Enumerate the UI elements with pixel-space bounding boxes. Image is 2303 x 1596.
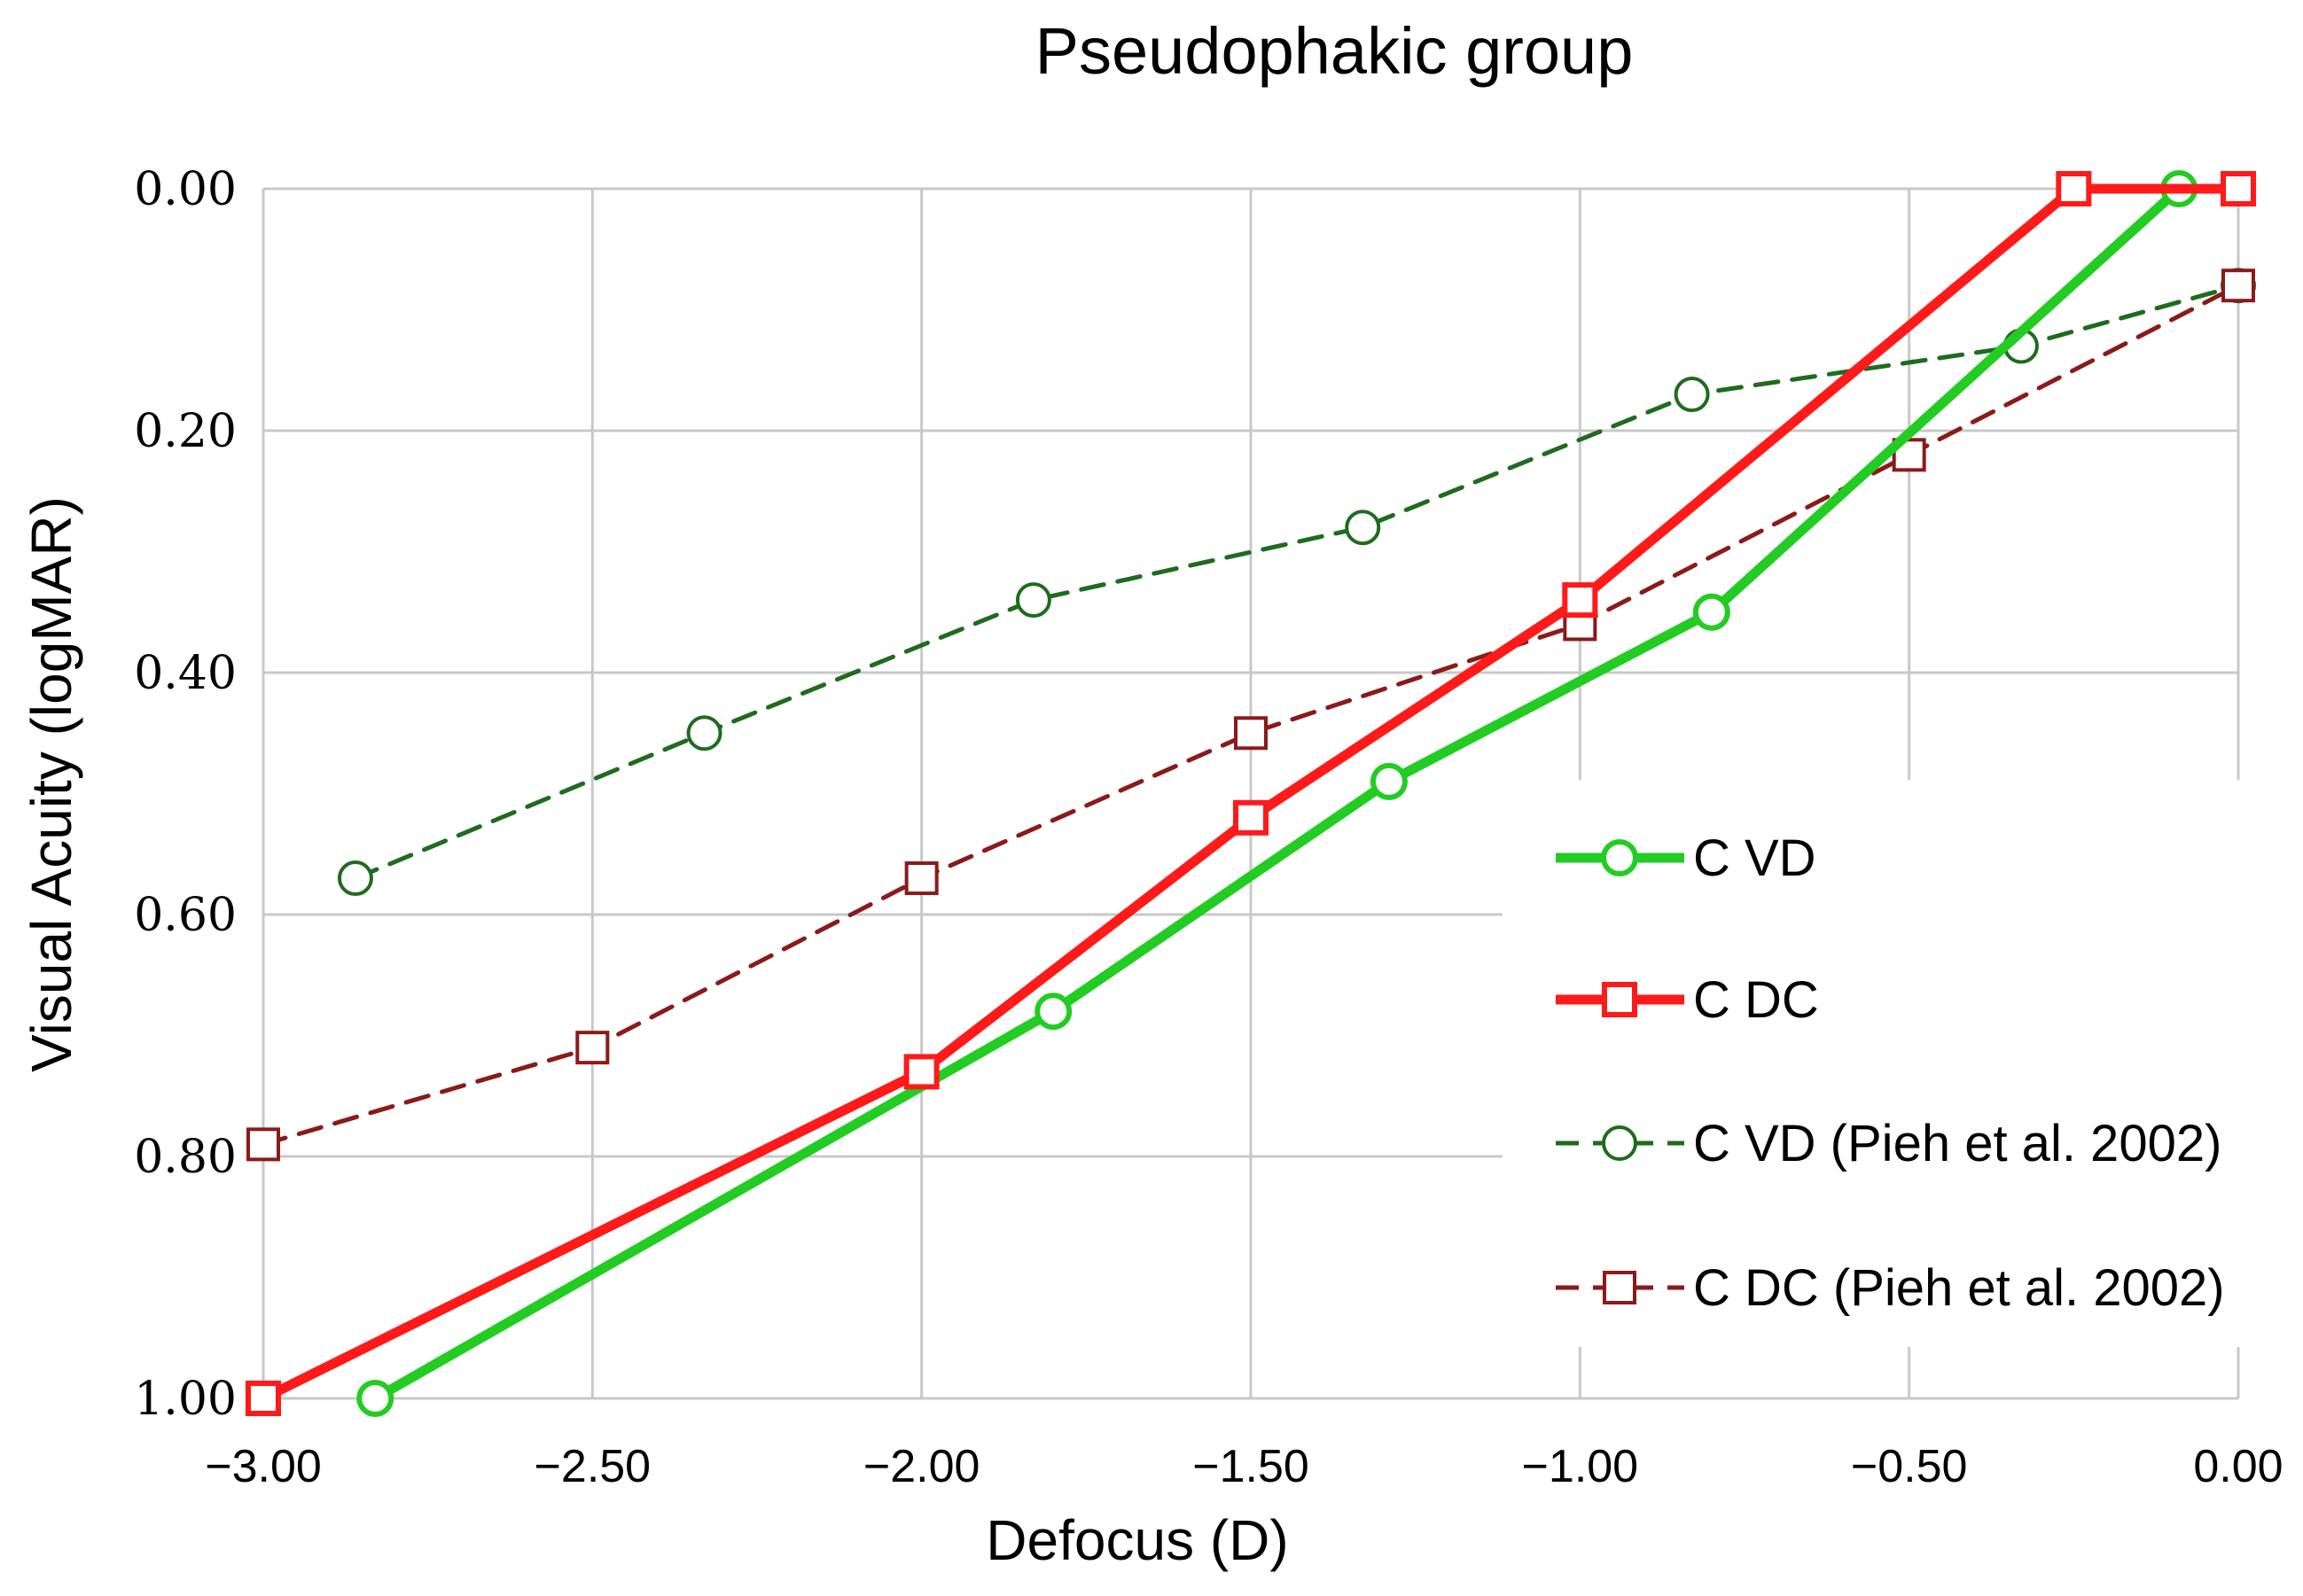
data-point (903, 1054, 940, 1090)
y-axis-title: Visual Acuity (logMAR) (20, 496, 83, 1072)
series-1 (246, 171, 2256, 1416)
data-point (1234, 716, 1268, 751)
x-tick-label: −3.00 (205, 1441, 322, 1492)
legend-marker (1601, 839, 1638, 876)
x-tick-label: −1.50 (1192, 1441, 1309, 1492)
x-axis-title: Defocus (D) (986, 1508, 1288, 1572)
data-point (1692, 593, 1730, 631)
legend: C VD C DC C VD (Pieh et al. 2002) C DC (Pie… (1503, 780, 2300, 1347)
data-point (1562, 582, 1598, 619)
data-point (1345, 510, 1381, 546)
x-tick-label: 0.00 (2193, 1441, 2283, 1492)
legend-background (1503, 780, 2300, 1347)
series-line (258, 183, 2244, 1404)
data-point (1674, 377, 1710, 413)
data-point (904, 861, 939, 896)
data-point (2056, 171, 2092, 206)
legend-label: C VD (1693, 829, 1816, 887)
data-point (575, 1031, 610, 1065)
legend-marker (1603, 1271, 1636, 1304)
legend-label: C VD (Pieh et al. 2002) (1693, 1115, 2221, 1172)
legend-item: C VD (1556, 829, 1816, 887)
x-tick-label: −2.00 (863, 1441, 980, 1492)
series-layer (246, 170, 2256, 1417)
data-point (686, 715, 722, 751)
legend-marker (1602, 982, 1637, 1017)
legend-marker (1602, 1125, 1637, 1161)
data-point (2221, 269, 2255, 303)
tick-labels: 0.00 0.20 0.40 0.60 0.80 1.00 −3.00 −2.50 −2.00 −… (134, 163, 2283, 1492)
legend-item: C DC (1556, 971, 1819, 1029)
data-point (246, 1381, 281, 1416)
data-point (1370, 762, 1408, 800)
legend-item: C DC (Pieh et al. 2002) (1556, 1259, 2225, 1317)
y-tick-label: 0.80 (134, 1131, 237, 1184)
data-point (2221, 171, 2256, 206)
x-tick-label: −0.50 (1851, 1441, 1968, 1492)
data-point (356, 1380, 394, 1417)
y-tick-label: 0.40 (134, 647, 237, 700)
data-point (1233, 799, 1269, 836)
y-tick-label: 0.20 (134, 405, 237, 458)
chart-title: Pseudophakic group (1035, 14, 1634, 88)
y-tick-label: 0.60 (134, 889, 237, 942)
legend-item: C VD (Pieh et al. 2002) (1556, 1115, 2221, 1172)
data-point (337, 860, 373, 897)
data-point (1034, 993, 1073, 1031)
y-tick-label: 1.00 (134, 1373, 237, 1426)
legend-label: C DC (1693, 971, 1819, 1029)
series-3 (246, 269, 2255, 1162)
x-tick-label: −2.50 (535, 1441, 652, 1492)
data-point (1015, 582, 1051, 619)
y-tick-label: 0.00 (134, 163, 237, 216)
legend-label: C DC (Pieh et al. 2002) (1693, 1259, 2225, 1317)
data-point (246, 1127, 280, 1162)
x-tick-label: −1.00 (1522, 1441, 1639, 1492)
